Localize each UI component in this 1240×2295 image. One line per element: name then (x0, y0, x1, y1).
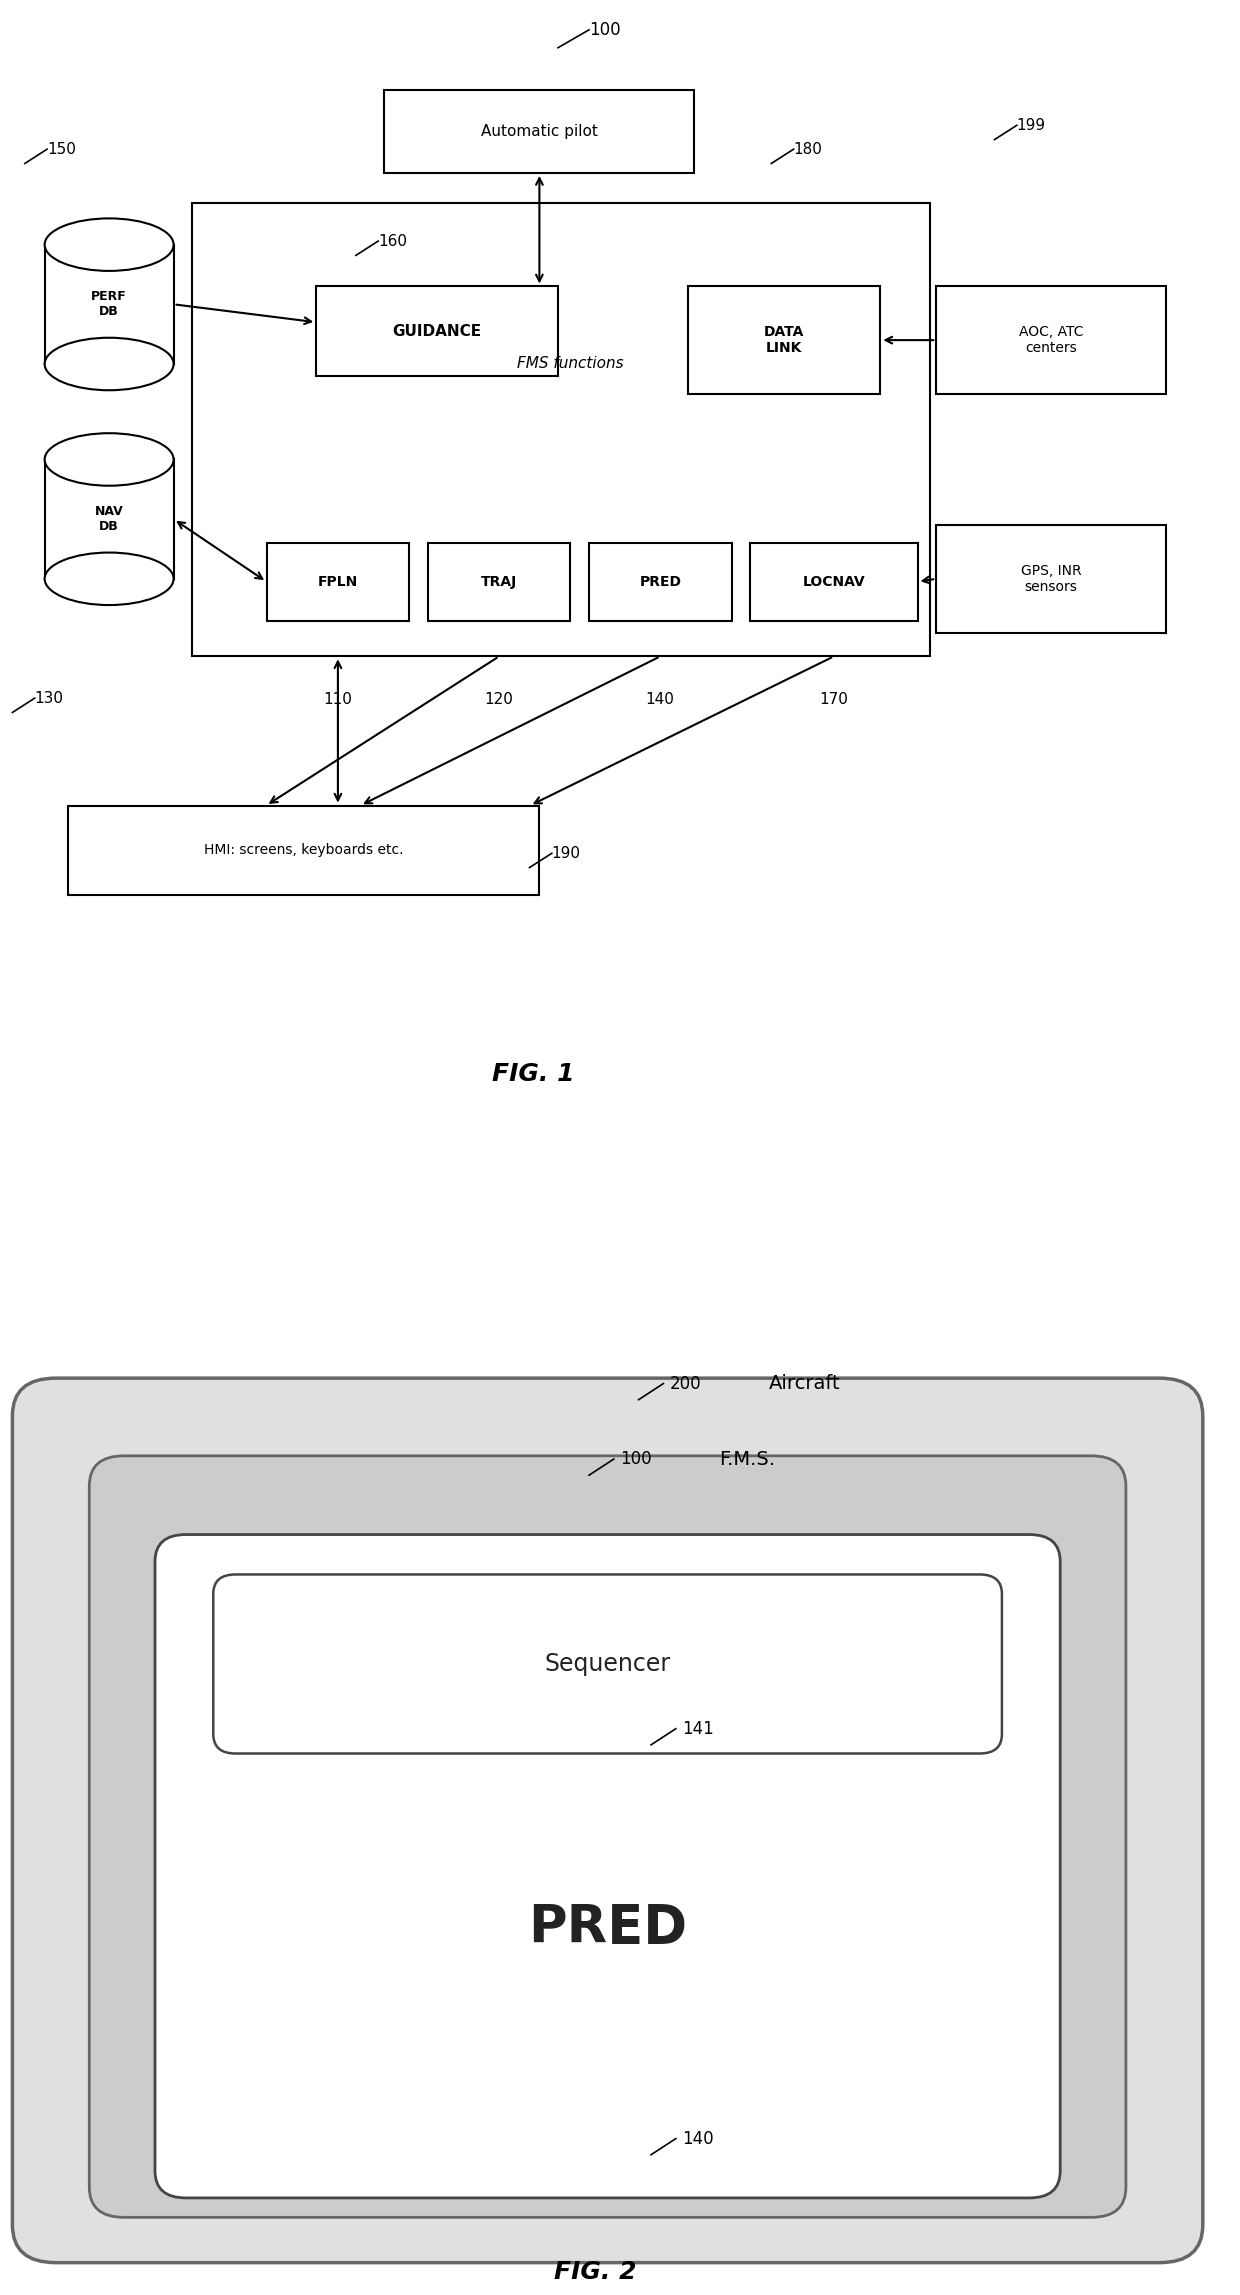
Text: 199: 199 (1017, 117, 1045, 133)
Text: 120: 120 (484, 693, 513, 707)
Text: HMI: screens, keyboards etc.: HMI: screens, keyboards etc. (205, 842, 403, 858)
Text: AOC, ATC
centers: AOC, ATC centers (1018, 326, 1084, 356)
FancyBboxPatch shape (89, 1455, 1126, 2217)
Text: F.M.S.: F.M.S. (719, 1450, 775, 1469)
Text: 200: 200 (670, 1375, 702, 1393)
Text: PERF
DB: PERF DB (92, 289, 126, 319)
Text: 140: 140 (682, 2130, 714, 2148)
Text: GPS, INR
sensors: GPS, INR sensors (1021, 565, 1081, 594)
Text: 160: 160 (378, 234, 407, 248)
Text: 170: 170 (818, 693, 848, 707)
Text: PRED: PRED (528, 1903, 687, 1955)
Bar (936, 287, 1166, 395)
Text: NAV
DB: NAV DB (94, 505, 124, 532)
Text: 140: 140 (645, 693, 675, 707)
Text: FPLN: FPLN (317, 574, 358, 590)
Text: FIG. 1: FIG. 1 (492, 1063, 574, 1086)
Text: 130: 130 (35, 691, 63, 705)
Bar (750, 544, 918, 620)
Ellipse shape (45, 337, 174, 390)
Bar (192, 202, 930, 656)
FancyBboxPatch shape (155, 1535, 1060, 2199)
Ellipse shape (45, 553, 174, 606)
Bar (384, 90, 694, 172)
FancyBboxPatch shape (213, 1574, 1002, 1753)
Text: FIG. 2: FIG. 2 (554, 2261, 636, 2284)
Text: Sequencer: Sequencer (544, 1652, 671, 1675)
Text: 100: 100 (589, 21, 621, 39)
Text: PRED: PRED (640, 574, 681, 590)
Bar (589, 544, 732, 620)
Text: 141: 141 (682, 1719, 714, 1737)
Ellipse shape (45, 434, 174, 487)
Text: Automatic pilot: Automatic pilot (481, 124, 598, 138)
Text: 100: 100 (620, 1450, 652, 1469)
Bar (68, 806, 539, 895)
Text: TRAJ: TRAJ (481, 574, 517, 590)
Bar (936, 526, 1166, 633)
Bar (316, 287, 558, 376)
Text: GUIDANCE: GUIDANCE (393, 324, 481, 340)
Bar (688, 287, 880, 395)
FancyBboxPatch shape (12, 1377, 1203, 2263)
Bar (428, 544, 570, 620)
Text: Aircraft: Aircraft (769, 1375, 841, 1393)
Text: 180: 180 (794, 142, 822, 156)
Text: 110: 110 (322, 693, 352, 707)
Text: FMS functions: FMS functions (517, 356, 624, 372)
Text: LOCNAV: LOCNAV (802, 574, 866, 590)
Text: 190: 190 (552, 847, 580, 861)
Text: 150: 150 (47, 142, 76, 156)
Bar (267, 544, 409, 620)
Text: DATA
LINK: DATA LINK (764, 326, 805, 356)
Ellipse shape (45, 218, 174, 271)
